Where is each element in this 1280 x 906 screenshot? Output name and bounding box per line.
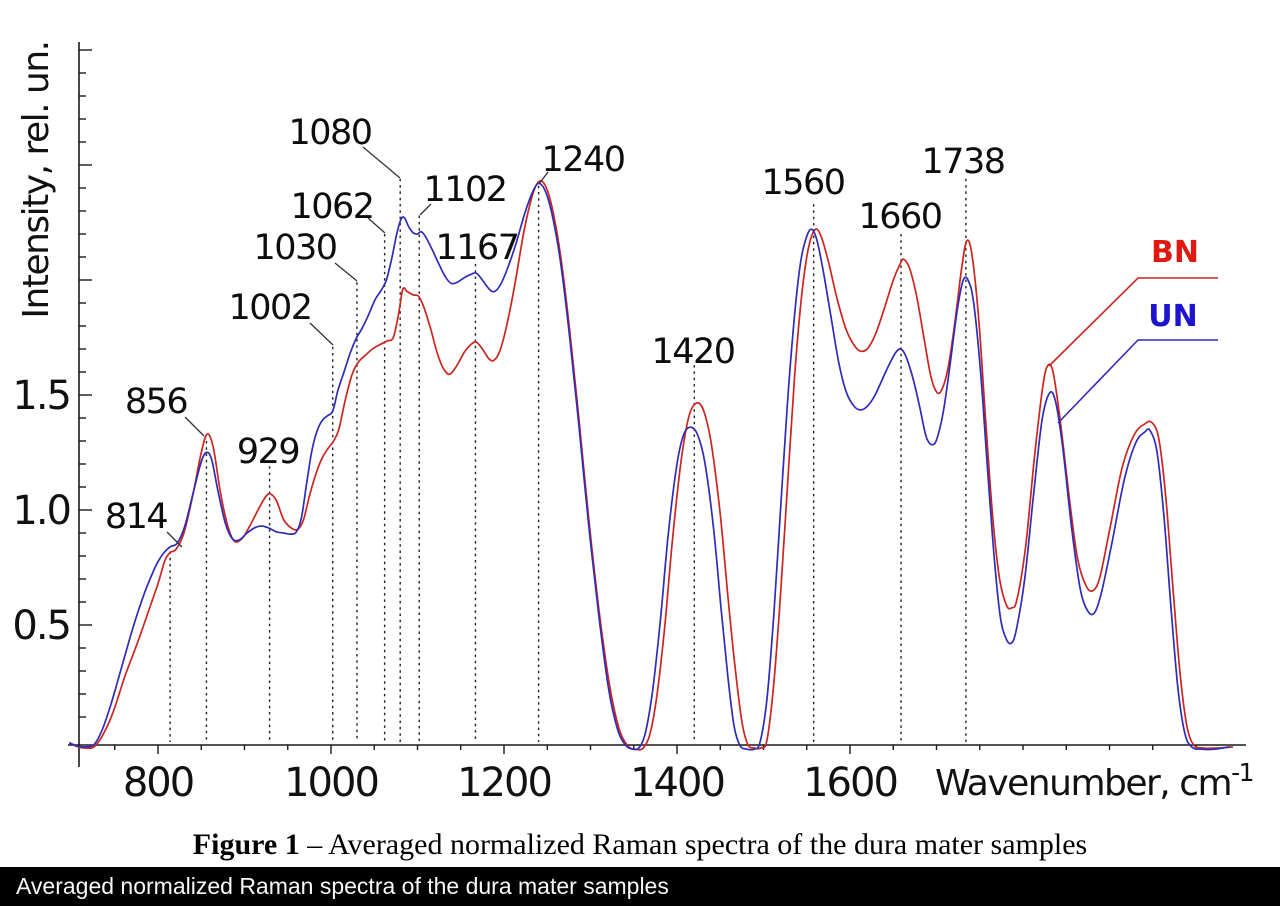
x-tick-label-1200: 1200 <box>457 760 551 806</box>
y-axis-title: Intensity, rel. un. <box>16 41 57 318</box>
legend-leader-UN <box>1057 339 1218 424</box>
figure-caption-label: Figure 1 <box>192 828 300 861</box>
peak-leader-line-814 <box>166 531 183 548</box>
peak-label-1030: 1030 <box>253 228 336 268</box>
peak-label-1102: 1102 <box>423 170 506 210</box>
peak-label-1240: 1240 <box>541 140 624 180</box>
series-BN-curve <box>68 179 1234 751</box>
peak-leader-line-1002 <box>309 322 334 346</box>
banner-text: Averaged normalized Raman spectra of the… <box>16 873 669 899</box>
peak-leader-line-1030 <box>334 262 358 282</box>
peak-leader-line-856 <box>184 416 205 437</box>
y-tick-label-1.0: 1.0 <box>12 488 70 534</box>
series-UN-curve <box>68 182 1230 751</box>
peak-label-814: 814 <box>105 497 168 537</box>
peak-label-1738: 1738 <box>921 142 1004 182</box>
x-tick-label-1600: 1600 <box>803 760 897 806</box>
legend-leader-BN <box>1048 277 1218 367</box>
peak-label-1420: 1420 <box>651 332 734 372</box>
peak-leader-line-1062 <box>367 217 386 234</box>
peak-label-1167: 1167 <box>435 228 518 268</box>
peak-label-1660: 1660 <box>858 197 941 237</box>
x-axis-title: Wavenumber, cm-1 <box>935 758 1253 804</box>
x-tick-label-1400: 1400 <box>630 760 724 806</box>
peak-label-929: 929 <box>237 432 299 472</box>
figure-caption-text: – Averaged normalized Raman spectra of t… <box>299 828 1088 861</box>
x-tick-label-800: 800 <box>123 760 193 806</box>
peak-label-1080: 1080 <box>288 113 371 153</box>
peak-leader-line-1080 <box>362 146 401 179</box>
legend-label-UN: UN <box>1148 299 1197 334</box>
peak-label-1002: 1002 <box>228 288 311 328</box>
figure-caption: Figure 1 – Averaged normalized Raman spe… <box>0 824 1280 866</box>
x-tick-label-1000: 1000 <box>284 760 378 806</box>
peak-label-856: 856 <box>125 382 188 422</box>
peak-label-1560: 1560 <box>761 163 844 203</box>
y-tick-label-1.5: 1.5 <box>12 373 70 419</box>
raman-spectra-chart: 800 1000 1200 1400 1600 0.5 1.0 1.5 Wavenumber, … <box>12 41 1254 806</box>
peak-leader-line-1240 <box>538 171 549 185</box>
peak-leader-line-1102 <box>419 203 432 216</box>
legend-label-BN: BN <box>1151 235 1199 270</box>
y-tick-label-0.5: 0.5 <box>12 603 70 649</box>
peak-label-1062: 1062 <box>290 187 373 227</box>
status-banner: Averaged normalized Raman spectra of the… <box>0 867 1280 906</box>
